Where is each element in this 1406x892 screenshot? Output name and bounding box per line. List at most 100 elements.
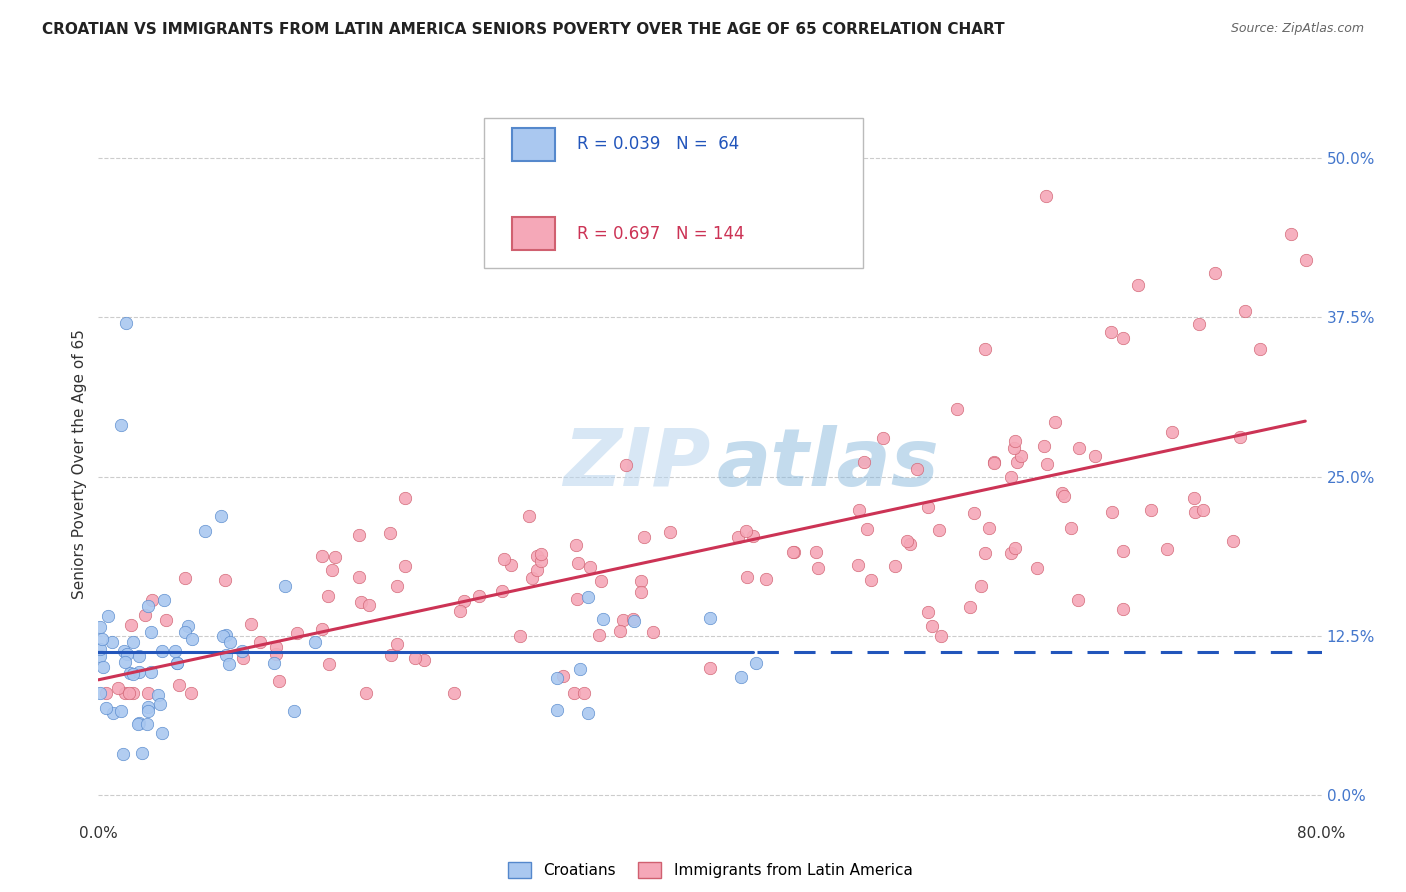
- Point: [579, 560, 602, 574]
- Point: [135, 717, 157, 731]
- Point: [898, 537, 921, 551]
- Point: [114, 655, 136, 669]
- Point: [1112, 544, 1135, 558]
- Point: [1033, 439, 1056, 453]
- Point: [501, 558, 523, 573]
- Point: [89, 649, 111, 664]
- Point: [385, 637, 408, 651]
- Point: [567, 592, 589, 607]
- Point: [572, 686, 595, 700]
- Point: [742, 529, 765, 543]
- Point: [166, 657, 188, 671]
- Point: [1112, 602, 1135, 616]
- Point: [974, 342, 997, 356]
- Point: [630, 585, 652, 599]
- Point: [1156, 542, 1178, 557]
- Point: [551, 669, 574, 683]
- Point: [152, 593, 174, 607]
- Point: [138, 686, 160, 700]
- Point: [110, 704, 132, 718]
- Point: [211, 630, 233, 644]
- Point: [643, 624, 665, 639]
- Point: [97, 608, 120, 623]
- Point: [928, 524, 950, 538]
- Point: [150, 643, 173, 657]
- Point: [526, 563, 548, 577]
- Point: [1036, 457, 1059, 471]
- Point: [111, 747, 134, 762]
- Point: [1204, 266, 1226, 280]
- Point: [394, 491, 416, 505]
- Point: [385, 579, 408, 593]
- Point: [546, 703, 568, 717]
- Point: [1101, 505, 1123, 519]
- Point: [983, 456, 1005, 470]
- Point: [1192, 503, 1215, 517]
- Point: [592, 612, 614, 626]
- Point: [921, 619, 943, 633]
- Point: [591, 574, 613, 588]
- Point: [321, 563, 343, 577]
- Point: [1184, 504, 1206, 518]
- Text: Source: ZipAtlas.com: Source: ZipAtlas.com: [1230, 22, 1364, 36]
- Text: atlas: atlas: [716, 425, 939, 503]
- Point: [1010, 449, 1032, 463]
- Point: [730, 670, 752, 684]
- Point: [350, 595, 373, 609]
- Point: [929, 629, 952, 643]
- Point: [699, 611, 721, 625]
- Point: [107, 681, 129, 695]
- Point: [449, 603, 471, 617]
- Point: [807, 561, 830, 575]
- Point: [134, 607, 156, 622]
- Point: [114, 686, 136, 700]
- Point: [347, 570, 370, 584]
- Point: [304, 635, 326, 649]
- Point: [616, 458, 638, 472]
- Point: [274, 579, 297, 593]
- Point: [1140, 503, 1163, 517]
- Point: [91, 660, 114, 674]
- Point: [120, 618, 142, 632]
- Point: [89, 620, 111, 634]
- Point: [917, 500, 939, 515]
- Point: [101, 634, 124, 648]
- Point: [357, 598, 380, 612]
- Point: [630, 574, 652, 588]
- Point: [91, 632, 114, 647]
- Point: [173, 624, 195, 639]
- Point: [872, 431, 894, 445]
- Point: [323, 550, 346, 565]
- Point: [963, 506, 986, 520]
- Point: [285, 626, 308, 640]
- Point: [218, 657, 240, 671]
- Point: [564, 686, 586, 700]
- Point: [177, 619, 200, 633]
- Point: [215, 648, 238, 662]
- Point: [115, 647, 138, 661]
- Point: [1004, 541, 1026, 555]
- Point: [1067, 593, 1090, 607]
- Point: [148, 688, 170, 702]
- Point: [612, 614, 634, 628]
- Point: [467, 589, 489, 603]
- Point: [884, 558, 907, 573]
- Point: [970, 579, 993, 593]
- Point: [1005, 455, 1028, 469]
- Point: [378, 525, 401, 540]
- Point: [209, 509, 232, 524]
- Point: [136, 704, 159, 718]
- Point: [354, 686, 377, 700]
- Point: [852, 455, 875, 469]
- Point: [214, 573, 236, 587]
- Point: [855, 522, 877, 536]
- Point: [180, 632, 202, 647]
- Point: [846, 558, 869, 572]
- Point: [567, 556, 589, 570]
- Point: [946, 402, 969, 417]
- Point: [311, 622, 333, 636]
- Point: [1053, 489, 1076, 503]
- Point: [896, 534, 918, 549]
- Point: [745, 656, 768, 670]
- Point: [131, 747, 153, 761]
